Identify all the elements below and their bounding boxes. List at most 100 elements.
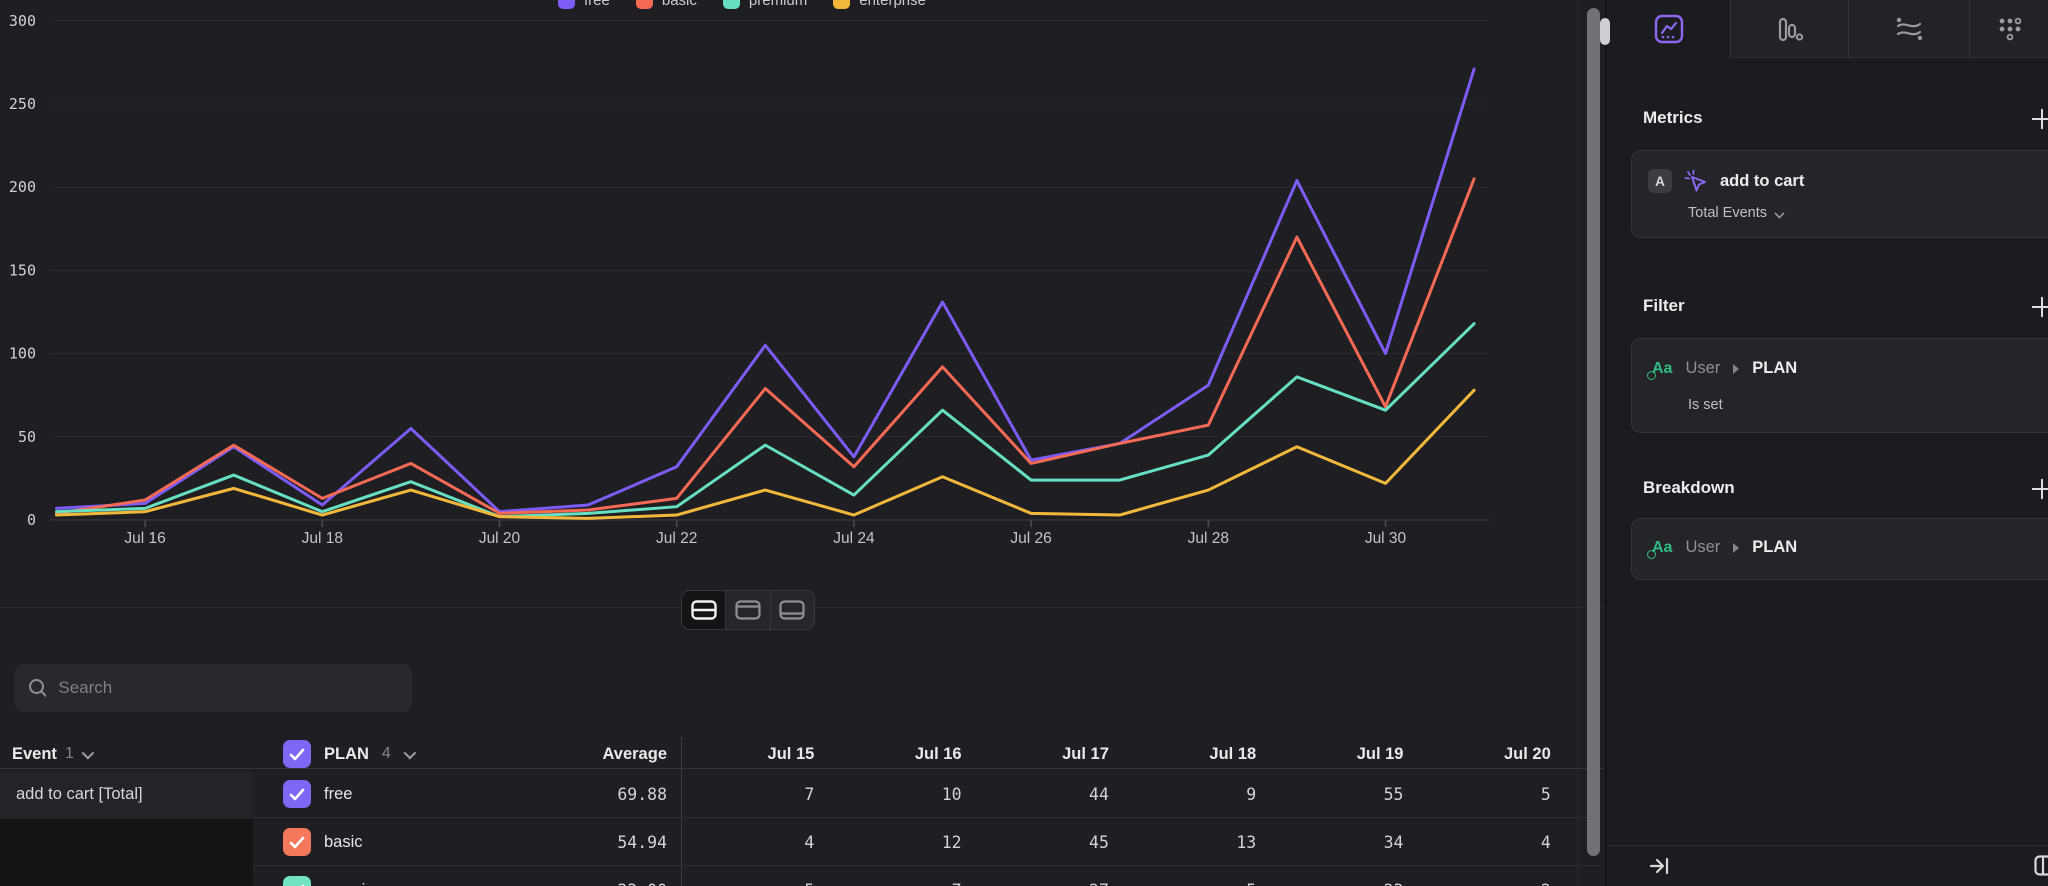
- y-axis-tick: 250: [9, 95, 36, 113]
- average-value: 69.88: [617, 784, 667, 804]
- legend-item-free[interactable]: free: [558, 0, 610, 9]
- cell-value: 27: [978, 881, 1125, 886]
- add-metric-button[interactable]: [2032, 109, 2048, 129]
- filter-scope: User: [1685, 359, 1721, 377]
- cell-value: 23: [1272, 881, 1419, 886]
- breakdown-scope: User: [1685, 538, 1721, 556]
- event-header-label: Event: [12, 744, 57, 763]
- bottom-panel-view-icon: [779, 600, 805, 620]
- table-row-basic: basic 54.94 4 12 45 13 34 4: [253, 818, 1604, 866]
- cell-value: 2: [1419, 881, 1566, 886]
- date-column-header: Jul 20: [1504, 744, 1551, 763]
- chart-legend: free basic premium enterprise: [558, 0, 926, 11]
- legend-item-premium[interactable]: premium: [722, 0, 807, 9]
- search-field[interactable]: [14, 664, 412, 712]
- cell-value: 5: [683, 881, 830, 886]
- y-axis-tick: 100: [9, 345, 36, 363]
- tab-line-chart[interactable]: [1607, 0, 1730, 58]
- top-panel-view-button[interactable]: [726, 591, 771, 629]
- filter-operator[interactable]: Is set: [1688, 397, 1723, 413]
- plan-checkbox-free[interactable]: [283, 780, 311, 808]
- search-input[interactable]: [58, 678, 398, 698]
- cell-value: 5: [1540, 784, 1551, 804]
- series-line-basic: [55, 177, 1476, 515]
- cell-value: 4: [804, 832, 815, 852]
- line-chart-icon: [1654, 14, 1683, 44]
- panel-resize-handle[interactable]: [1600, 18, 1610, 45]
- split-view-button[interactable]: [682, 591, 727, 629]
- tab-more-views[interactable]: [1969, 0, 2048, 57]
- side-panel-layout-button[interactable]: [2034, 855, 2048, 882]
- tab-bar-chart[interactable]: [1730, 0, 1848, 57]
- y-axis-tick: 300: [9, 12, 36, 30]
- x-axis-tick: Jul 22: [656, 530, 697, 547]
- y-axis-tick: 200: [9, 178, 36, 196]
- chart-type-tabs: [1600, 0, 2048, 58]
- text-property-icon: Aa: [1646, 359, 1673, 380]
- average-value: 33.00: [617, 881, 683, 886]
- plan-name: basic: [324, 832, 363, 851]
- plan-count: 4: [381, 745, 391, 762]
- add-filter-button[interactable]: [2032, 297, 2048, 317]
- date-column-header: Jul 19: [1356, 744, 1404, 763]
- event-row-cell[interactable]: add to cart [Total]: [0, 772, 253, 819]
- breadcrumb-arrow-icon: [1733, 542, 1740, 553]
- layout-toggle: [681, 590, 815, 630]
- cell-value: 10: [941, 784, 962, 804]
- y-axis-tick: 50: [18, 428, 36, 446]
- check-icon: [289, 748, 305, 760]
- cell-value: 7: [830, 881, 977, 886]
- cell-value: 55: [1383, 784, 1404, 804]
- panel-footer-divider: [1607, 845, 2048, 846]
- check-icon: [289, 788, 305, 800]
- filter-property: PLAN: [1752, 359, 1798, 377]
- legend-label: free: [584, 0, 610, 9]
- metric-event-name: add to cart: [1720, 171, 1805, 190]
- metric-series-badge: A: [1648, 169, 1672, 193]
- columns-layout-icon: [2034, 855, 2048, 876]
- bottom-panel-view-button[interactable]: [771, 591, 814, 629]
- collapse-panel-button[interactable]: [1649, 855, 1671, 882]
- plan-checkbox-premium[interactable]: [283, 876, 311, 886]
- metrics-heading: Metrics: [1643, 108, 1703, 127]
- plan-checkbox-basic[interactable]: [283, 828, 311, 856]
- plan-select-all-checkbox[interactable]: [283, 740, 311, 768]
- legend-swatch: [635, 0, 653, 9]
- stream-view-icon: [1896, 17, 1922, 40]
- plan-name: premium: [324, 881, 388, 886]
- cell-value: 34: [1383, 832, 1404, 852]
- line-chart: 0 50 100 150 200 250 300 Jul 16 Jul 18 Jul 20 Jul …: [9, 12, 1490, 547]
- vertical-scrollbar[interactable]: [1587, 8, 1600, 856]
- table-header-row: PLAN 4 Average Jul 15 Jul 16 Jul 17 Jul 18 J…: [253, 740, 1604, 768]
- event-count: 1: [64, 745, 74, 762]
- metric-card[interactable]: A add to cart Total Events: [1631, 150, 2048, 238]
- chevron-down-icon: [81, 746, 95, 759]
- legend-item-enterprise[interactable]: enterprise: [833, 0, 926, 9]
- cell-value: 4: [1540, 832, 1551, 852]
- cell-value: 7: [804, 784, 815, 804]
- legend-label: basic: [661, 0, 697, 9]
- event-column-header[interactable]: Event 1: [12, 740, 95, 768]
- x-axis-tick: Jul 16: [124, 530, 165, 547]
- table-header-separator: [0, 768, 1604, 769]
- breakdown-card[interactable]: Aa User PLAN: [1631, 518, 2048, 580]
- filter-card[interactable]: Aa User PLAN Is set: [1631, 338, 2048, 433]
- check-icon: [289, 836, 305, 848]
- y-axis-tick: 0: [27, 511, 36, 529]
- x-axis-tick: Jul 18: [302, 530, 343, 547]
- chevron-down-icon: [403, 746, 417, 759]
- breakdown-property: PLAN: [1752, 538, 1798, 556]
- legend-item-basic[interactable]: basic: [635, 0, 697, 9]
- tab-stream-view[interactable]: [1848, 0, 1969, 57]
- average-value: 54.94: [617, 832, 667, 852]
- x-axis-tick: Jul 26: [1010, 530, 1051, 547]
- cell-value: 9: [1246, 784, 1257, 804]
- plan-column-header[interactable]: PLAN 4: [283, 740, 417, 768]
- x-axis-tick: Jul 20: [479, 530, 521, 547]
- cell-value: 44: [1089, 784, 1109, 804]
- cell-value: 12: [941, 832, 962, 852]
- add-breakdown-button[interactable]: [2032, 479, 2048, 499]
- metric-measure-dropdown[interactable]: Total Events: [1688, 205, 1785, 221]
- series-line-enterprise: [55, 388, 1476, 520]
